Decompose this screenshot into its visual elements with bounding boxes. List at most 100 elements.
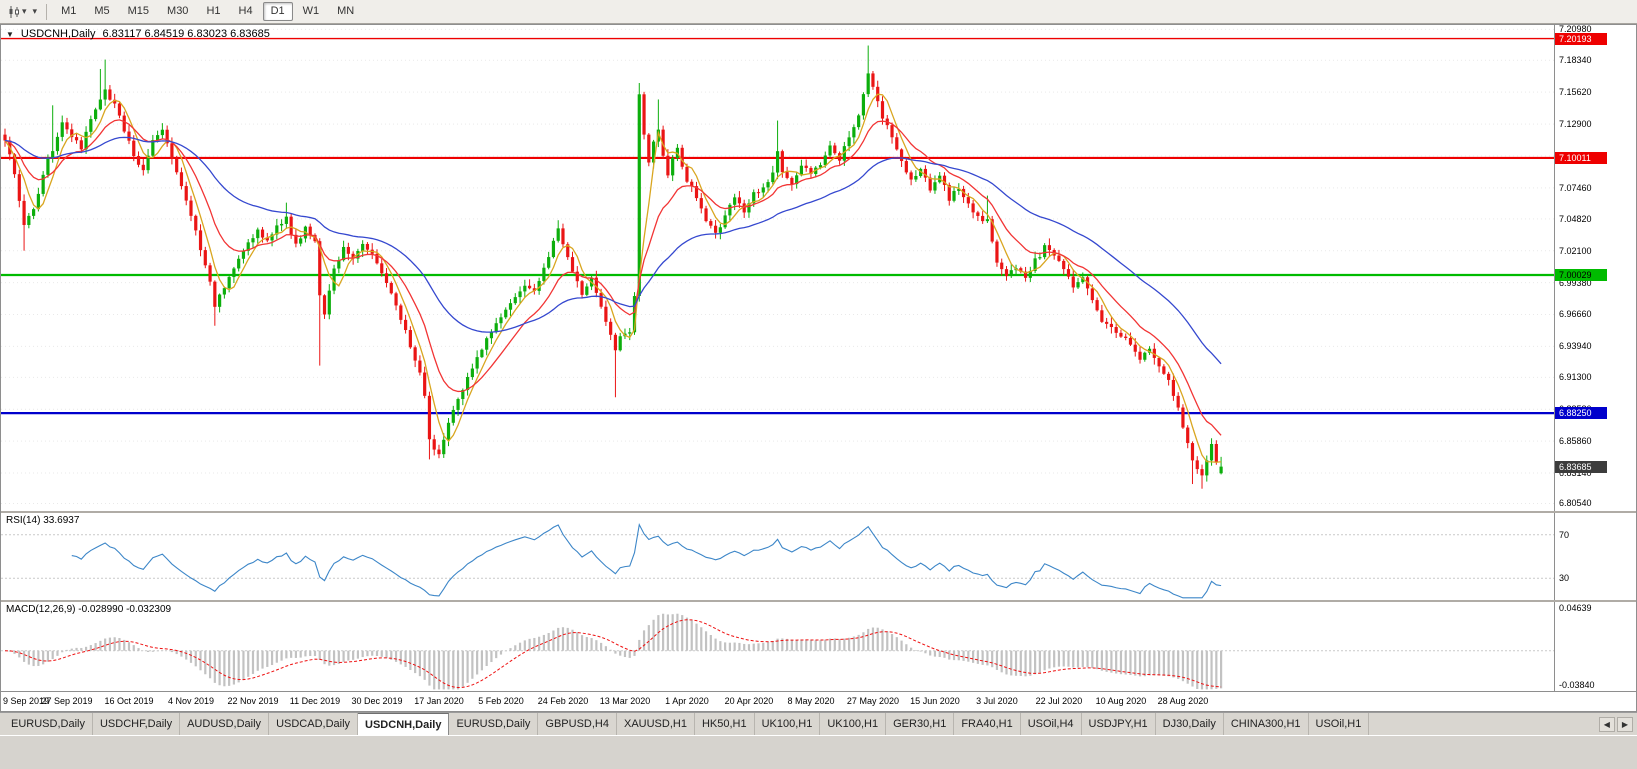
candlestick-chart	[1, 28, 1554, 504]
macd-axis: 0.04639 -0.03840	[1554, 602, 1636, 691]
price-line-badge: 7.00029	[1555, 268, 1607, 281]
date-label: 9 Sep 2019	[3, 696, 50, 706]
timeframe-h4[interactable]: H4	[238, 4, 253, 17]
price-panel: ▼ USDCNH,Daily 6.83117 6.84519 6.83023 6…	[1, 25, 1636, 511]
date-label: 11 Dec 2019	[289, 696, 341, 706]
timeframe-m30[interactable]: M30	[167, 4, 189, 17]
macd-plot[interactable]: MACD(12,26,9) -0.028990 -0.032309	[1, 602, 1554, 691]
macd-chart	[1, 613, 1554, 690]
collapse-arrow-icon[interactable]: ▼	[6, 29, 14, 39]
rsi-chart	[1, 522, 1554, 599]
price-line-badge: 7.10011	[1555, 151, 1607, 164]
tab-scroll-arrows: ◀ ▶	[1595, 713, 1637, 735]
chart-tab-eurusd-daily[interactable]: EURUSD,Daily	[449, 713, 539, 735]
timeframe-h1[interactable]: H1	[206, 4, 221, 17]
candles	[3, 45, 1223, 489]
date-label: 27 May 2020	[846, 696, 899, 706]
price-axis: 7.209807.183407.156207.129007.101807.074…	[1554, 25, 1636, 511]
time-axis: 9 Sep 2019 27 Sep 2019 16 Oct 2019 4 Nov 20…	[1, 691, 1636, 711]
status-bar	[0, 735, 1637, 769]
date-label: 17 Jan 2020	[414, 696, 464, 706]
timeframe-toolbar: ▾ ▾ M1 M5 M15 M30 H1 H4 D1 W1 MN	[0, 0, 1637, 24]
chart-tab-fra40-h1[interactable]: FRA40,H1	[954, 713, 1021, 735]
date-label: 22 Nov 2019	[227, 696, 279, 706]
date-label: 13 Mar 2020	[599, 696, 651, 706]
date-label: 28 Aug 2020	[1157, 696, 1209, 706]
chart-title: ▼ USDCNH,Daily 6.83117 6.84519 6.83023 6…	[6, 28, 270, 40]
price-axis-label: 6.99380	[1559, 277, 1592, 288]
rsi-label: RSI(14) 33.6937	[6, 515, 80, 526]
macd-axis-min: -0.03840	[1559, 680, 1595, 690]
chart-tab-ger30-h1[interactable]: GER30,H1	[886, 713, 955, 735]
date-label: 27 Sep 2019	[41, 696, 93, 706]
date-label: 22 Jul 2020	[1035, 696, 1083, 706]
chart-tab-china300-h1[interactable]: CHINA300,H1	[1224, 713, 1309, 735]
price-axis-label: 7.07460	[1559, 182, 1592, 193]
chart-tab-usdjpy-h1[interactable]: USDJPY,H1	[1082, 713, 1156, 735]
tabs-scroll-left-icon[interactable]: ◀	[1598, 716, 1615, 732]
date-label: 4 Nov 2019	[167, 696, 215, 706]
timeframe-m15[interactable]: M15	[127, 4, 150, 17]
current-price-badge: 6.83685	[1555, 460, 1607, 473]
timeframe-d1[interactable]: D1	[262, 1, 293, 22]
rsi-plot[interactable]: RSI(14) 33.6937	[1, 513, 1554, 600]
date-label: 15 Jun 2020	[910, 696, 960, 706]
chart-tab-eurusd-daily[interactable]: EURUSD,Daily	[4, 713, 93, 735]
chart-tab-hk50-h1[interactable]: HK50,H1	[695, 713, 755, 735]
chart-tab-usdchf-daily[interactable]: USDCHF,Daily	[93, 713, 181, 735]
macd-histogram	[8, 613, 1223, 690]
macd-panel: MACD(12,26,9) -0.028990 -0.032309 0.0463…	[1, 600, 1636, 691]
date-label: 1 Apr 2020	[665, 696, 709, 706]
timeframe-w1[interactable]: W1	[302, 4, 320, 17]
candlestick-glyph	[9, 5, 19, 18]
ma-fast-line	[4, 93, 1222, 463]
chart-tab-dj30-daily[interactable]: DJ30,Daily	[1156, 713, 1224, 735]
price-axis-label: 7.18340	[1559, 55, 1592, 66]
date-label: 30 Dec 2019	[351, 696, 403, 706]
chart-tab-usdcnh-daily[interactable]: USDCNH,Daily	[358, 713, 450, 735]
price-axis-label: 7.20980	[1559, 25, 1592, 35]
date-label: 3 Jul 2020	[976, 696, 1018, 706]
price-chart-plot[interactable]: ▼ USDCNH,Daily 6.83117 6.84519 6.83023 6…	[1, 25, 1554, 511]
chart-tab-uk100-h1[interactable]: UK100,H1	[755, 713, 821, 735]
price-axis-label: 6.85860	[1559, 436, 1592, 447]
timeframe-m5[interactable]: M5	[94, 4, 110, 17]
timeframe-mn[interactable]: MN	[337, 4, 355, 17]
price-axis-label: 6.83140	[1559, 468, 1592, 478]
chart-tab-uk100-h1[interactable]: UK100,H1	[820, 713, 887, 735]
date-label: 8 May 2020	[787, 696, 835, 706]
price-axis-label: 6.80540	[1559, 498, 1592, 509]
rsi-axis: 70 30	[1554, 513, 1636, 600]
chart-tab-xauusd-h1[interactable]: XAUUSD,H1	[617, 713, 695, 735]
price-axis-label: 6.91300	[1559, 372, 1592, 383]
chart-window: ▼ USDCNH,Daily 6.83117 6.84519 6.83023 6…	[0, 24, 1637, 712]
date-label: 20 Apr 2020	[724, 696, 774, 706]
rsi-panel: RSI(14) 33.6937 70 30	[1, 511, 1636, 600]
date-label: 16 Oct 2019	[104, 696, 154, 706]
ma-slow-line	[4, 136, 1222, 365]
chart-tab-usdcad-daily[interactable]: USDCAD,Daily	[269, 713, 359, 735]
price-axis-label: 7.02100	[1559, 245, 1592, 256]
date-label: 24 Feb 2020	[537, 696, 589, 706]
macd-label: MACD(12,26,9) -0.028990 -0.032309	[6, 604, 172, 615]
chart-ohlc: 6.83117 6.84519 6.83023 6.83685	[102, 28, 270, 40]
price-line-badge: 6.88250	[1555, 407, 1607, 420]
chart-tab-usoil-h1[interactable]: USOil,H1	[1309, 713, 1370, 735]
chart-tabs-bar: EURUSD,Daily USDCHF,Daily AUDUSD,Daily USDC…	[0, 712, 1637, 735]
macd-signal-line	[4, 619, 1222, 689]
chevron-down-icon: ▾	[22, 6, 27, 16]
chevron-down-icon: ▾	[32, 6, 38, 16]
chart-tab-audusd-daily[interactable]: AUDUSD,Daily	[180, 713, 270, 735]
tabs-scroll-right-icon[interactable]: ▶	[1616, 716, 1633, 732]
chart-tab-gbpusd-h4[interactable]: GBPUSD,H4	[538, 713, 617, 735]
chart-tab-usoil-h4[interactable]: USOil,H4	[1021, 713, 1082, 735]
toolbar-separator	[46, 3, 48, 20]
chart-type-icon[interactable]: ▾	[4, 4, 30, 20]
timeframe-m1[interactable]: M1	[61, 4, 77, 17]
price-axis-label: 7.15620	[1559, 87, 1592, 98]
chart-options-dropdown-icon[interactable]: ▾	[30, 5, 41, 18]
macd-axis-max: 0.04639	[1559, 603, 1592, 613]
rsi-level-label: 70	[1559, 529, 1570, 540]
chart-symbol: USDCNH,Daily	[20, 28, 96, 40]
